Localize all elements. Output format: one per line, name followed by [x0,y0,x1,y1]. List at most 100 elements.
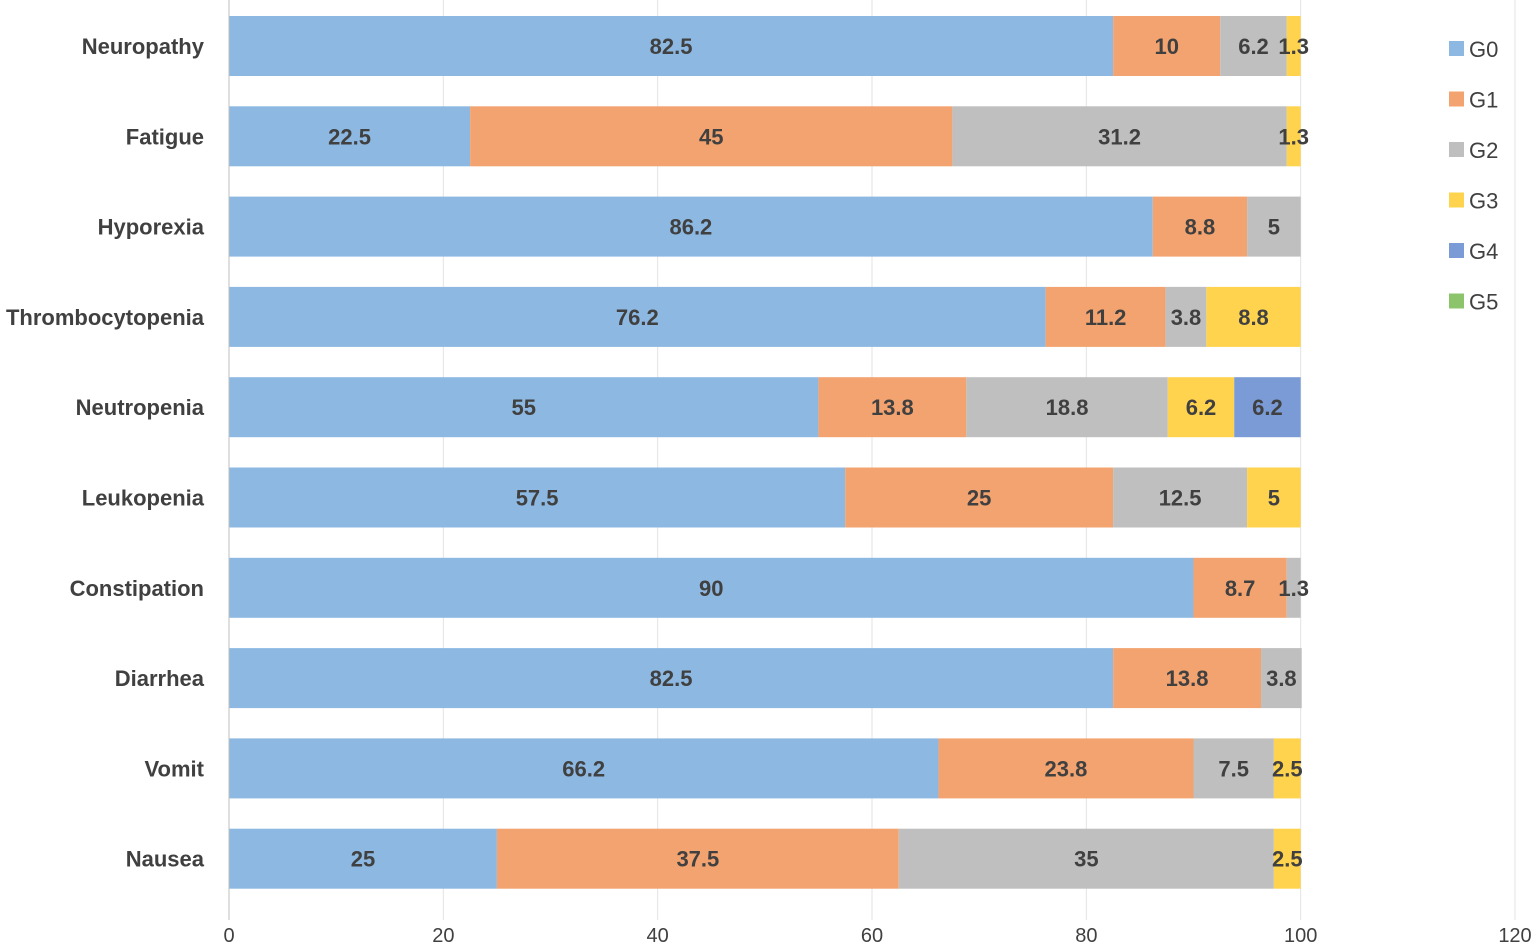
x-tick-label-0: 0 [223,925,234,945]
bar-diarrhea-g0 [229,648,1114,709]
category-label-neuropathy: Neuropathy [82,34,205,59]
data-label-vomit-g1: 23.8 [1045,756,1088,781]
data-label-neutropenia-g4: 6.2 [1252,395,1283,420]
data-label-nausea-g1: 37.5 [676,847,719,872]
legend-swatch-g5 [1449,293,1464,309]
bar-constipation-g1 [1193,557,1287,618]
bar-fatigue-g2 [952,106,1287,167]
category-label-diarrhea: Diarrhea [115,666,205,691]
data-label-thrombocytopenia-g3: 8.8 [1238,305,1269,330]
legend-swatch-g2 [1449,142,1464,157]
bar-vomit-g0 [229,738,939,799]
bar-leukopenia-g0 [229,467,846,528]
x-tick-label-100: 100 [1284,925,1317,945]
data-label-leukopenia-g0: 57.5 [516,486,559,511]
bar-neutropenia-g4 [1234,377,1301,438]
bar-neutropenia-g3 [1167,377,1235,438]
bar-constipation-g2 [1286,557,1301,618]
data-label-neuropathy-g3: 1.3 [1278,34,1309,59]
x-tick-label-60: 60 [861,925,883,945]
data-label-nausea-g3: 2.5 [1272,847,1303,872]
legend-label-g0: G0 [1469,37,1498,62]
bar-neutropenia-g1 [818,377,967,438]
bar-hyporexia-g2 [1247,196,1301,257]
data-label-vomit-g0: 66.2 [562,756,605,781]
data-label-neutropenia-g0: 55 [511,395,535,420]
legend-label-g5: G5 [1469,290,1498,315]
data-label-fatigue-g3: 1.3 [1278,124,1309,149]
legend-swatch-g1 [1449,91,1464,107]
bar-leukopenia-g1 [845,467,1114,528]
bar-thrombocytopenia-g2 [1165,286,1207,347]
bar-hyporexia-g0 [229,196,1153,257]
data-label-thrombocytopenia-g0: 76.2 [616,305,659,330]
category-label-fatigue: Fatigue [126,124,204,149]
category-label-thrombocytopenia: Thrombocytopenia [6,305,205,330]
data-label-hyporexia-g0: 86.2 [669,215,712,240]
data-label-diarrhea-g0: 82.5 [650,666,693,691]
bar-thrombocytopenia-g3 [1206,286,1301,347]
bar-vomit-g2 [1193,738,1274,799]
x-tick-label-20: 20 [432,925,454,945]
legend-swatch-g0 [1449,41,1464,56]
data-label-fatigue-g0: 22.5 [328,124,371,149]
category-label-nausea: Nausea [126,847,205,872]
data-label-neutropenia-g1: 13.8 [871,395,914,420]
data-label-neuropathy-g2: 6.2 [1238,34,1269,59]
data-label-leukopenia-g2: 12.5 [1159,486,1202,511]
legend: G0 G1 G2 G3 G4 G5 [1449,37,1498,315]
x-axis-tick-labels: 0 20 40 60 80 100 120 [223,925,1531,945]
bar-fatigue-g1 [470,106,953,167]
bar-vomit-g3 [1273,738,1301,799]
data-label-neuropathy-g0: 82.5 [650,34,693,59]
data-label-hyporexia-g1: 8.8 [1185,215,1216,240]
data-label-neutropenia-g3: 6.2 [1186,395,1217,420]
data-label-constipation-g0: 90 [699,576,723,601]
bars [229,16,1302,889]
data-label-fatigue-g1: 45 [699,124,723,149]
legend-label-g2: G2 [1469,138,1498,163]
category-label-neutropenia: Neutropenia [76,395,205,420]
bar-diarrhea-g2 [1261,648,1302,709]
data-label-hyporexia-g2: 5 [1268,215,1280,240]
legend-label-g4: G4 [1469,239,1498,264]
data-label-thrombocytopenia-g1: 11.2 [1085,305,1127,330]
data-labels: 82.5 10 6.2 1.3 22.5 45 31.2 1.3 86.2 8.8 5 76.2 11.… [328,34,1309,872]
data-label-fatigue-g2: 31.2 [1098,124,1141,149]
category-label-hyporexia: Hyporexia [98,215,205,240]
data-label-neutropenia-g2: 18.8 [1046,395,1089,420]
bar-nausea-g3 [1273,828,1301,889]
x-tick-label-120: 120 [1498,925,1531,945]
data-label-diarrhea-g2: 3.8 [1266,666,1297,691]
bar-thrombocytopenia-g1 [1045,286,1166,347]
data-label-nausea-g0: 25 [351,847,375,872]
bar-thrombocytopenia-g0 [229,286,1046,347]
legend-swatch-g3 [1449,192,1464,208]
data-label-neuropathy-g1: 10 [1154,34,1178,59]
legend-label-g3: G3 [1469,189,1498,214]
bar-nausea-g1 [496,828,899,889]
bar-neuropathy-g3 [1286,16,1301,76]
data-label-constipation-g2: 1.3 [1278,576,1309,601]
bar-neuropathy-g2 [1220,16,1287,76]
bar-nausea-g2 [898,828,1274,889]
category-labels: Neuropathy Fatigue Hyporexia Thrombocytopen… [6,34,205,872]
bar-neutropenia-g2 [966,377,1168,438]
x-tick-label-40: 40 [647,925,669,945]
data-label-vomit-g2: 7.5 [1218,756,1249,781]
category-label-constipation: Constipation [70,576,204,601]
category-label-vomit: Vomit [145,756,205,781]
bar-fatigue-g3 [1286,106,1301,167]
data-label-diarrhea-g1: 13.8 [1166,666,1209,691]
category-label-leukopenia: Leukopenia [82,486,205,511]
bar-fatigue-g0 [229,106,471,167]
data-label-vomit-g3: 2.5 [1272,756,1303,781]
bar-diarrhea-g1 [1113,648,1262,709]
data-label-constipation-g1: 8.7 [1225,576,1256,601]
data-label-leukopenia-g3: 5 [1268,486,1280,511]
legend-label-g1: G1 [1469,88,1498,113]
legend-swatch-g4 [1449,243,1464,258]
x-tick-label-80: 80 [1075,925,1097,945]
data-label-thrombocytopenia-g2: 3.8 [1171,305,1202,330]
